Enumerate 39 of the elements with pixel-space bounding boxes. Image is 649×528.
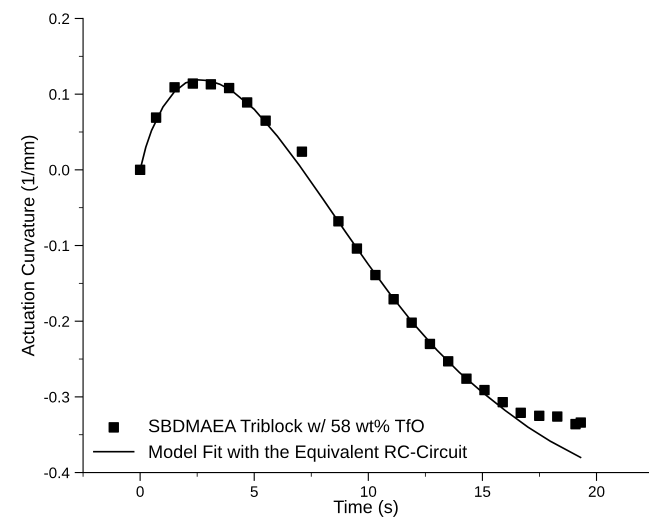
- point: [242, 97, 252, 108]
- point: [169, 82, 180, 93]
- point: [534, 410, 544, 421]
- point: [150, 112, 162, 123]
- y-axis-title: Actuation Curvature (1/mm): [21, 136, 38, 356]
- point: [188, 78, 198, 89]
- y-tick-label: 0.0: [49, 164, 70, 176]
- y-tick-label: -0.1: [44, 240, 70, 252]
- y-tick-label: -0.4: [44, 467, 70, 478]
- point: [424, 338, 436, 350]
- point: [260, 115, 271, 126]
- point: [552, 411, 562, 422]
- legend-label: Model Fit with the Equivalent RC-Circuit: [150, 444, 468, 462]
- point: [352, 243, 362, 254]
- point: [296, 146, 308, 157]
- x-tick-label: 15: [475, 486, 490, 497]
- point: [406, 318, 417, 328]
- point: [134, 164, 146, 176]
- point: [479, 384, 490, 396]
- point: [333, 216, 344, 226]
- legend-label: SBDMAEA Triblock w/ 58 wt% TfO: [148, 419, 424, 432]
- y-tick-label: 0.2: [49, 13, 70, 24]
- x-tick-label: 5: [250, 486, 258, 497]
- y-tick-label: 0.1: [49, 89, 70, 100]
- x-tick-label: 0: [136, 486, 144, 497]
- point: [442, 356, 454, 367]
- point: [498, 396, 508, 408]
- point: [388, 294, 399, 304]
- y-tick-label: -0.2: [44, 316, 70, 327]
- x-tick-label: 20: [588, 486, 604, 497]
- point: [516, 408, 526, 418]
- x-tick-label: 10: [360, 486, 376, 497]
- point: [370, 270, 381, 280]
- point: [206, 79, 216, 90]
- y-tick-label: -0.3: [44, 392, 70, 403]
- x-axis-title: Time (s): [334, 500, 398, 517]
- point: [576, 417, 586, 428]
- point: [461, 374, 472, 384]
- point: [224, 82, 234, 94]
